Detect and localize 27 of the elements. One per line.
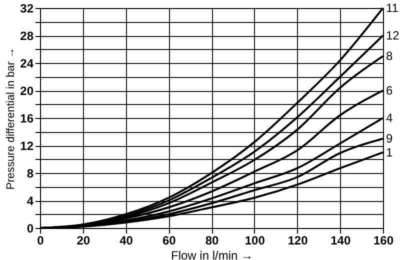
series-label: 6 [386,84,393,98]
series-label: 11 [386,1,399,15]
x-tick-label: 80 [205,234,219,248]
series-label: 8 [386,49,393,64]
series-label: 4 [386,111,393,125]
y-tick-label: 28 [20,29,34,43]
y-tick-label: 12 [20,139,34,153]
x-tick-label: 100 [244,234,266,248]
x-tick-label: 140 [330,234,351,248]
y-tick-label: 24 [20,56,34,70]
x-tick-label: 0 [37,234,44,248]
y-tick-label: 16 [20,112,34,126]
x-tick-label: 160 [373,234,394,248]
y-tick-label: 4 [26,194,34,208]
y-axis-title: Pressure differential in bar → [5,47,18,190]
series-label: 1 [386,145,393,160]
x-tick-label: 60 [162,234,176,248]
y-tick-label: 20 [20,84,34,98]
y-tick-label: 32 [20,2,34,16]
series-label: 9 [386,132,393,146]
x-tick-label: 40 [120,234,134,248]
y-tick-label: 0 [26,222,34,236]
x-tick-label: 120 [288,234,308,248]
x-axis-title: Flow in l/min → [170,248,254,260]
y-tick-label: 8 [26,166,34,180]
x-tick-label: 20 [76,234,90,248]
series-label: 12 [386,28,400,42]
